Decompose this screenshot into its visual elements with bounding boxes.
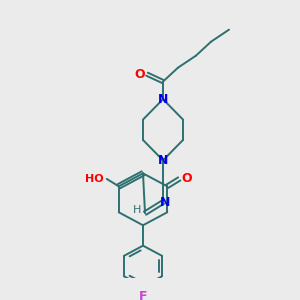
Text: N: N	[158, 93, 168, 106]
Text: N: N	[160, 196, 170, 208]
Text: O: O	[135, 68, 145, 81]
Text: F: F	[139, 290, 147, 300]
Text: H: H	[133, 206, 141, 215]
Text: N: N	[158, 154, 168, 167]
Text: HO: HO	[85, 174, 104, 184]
Text: O: O	[181, 172, 192, 185]
